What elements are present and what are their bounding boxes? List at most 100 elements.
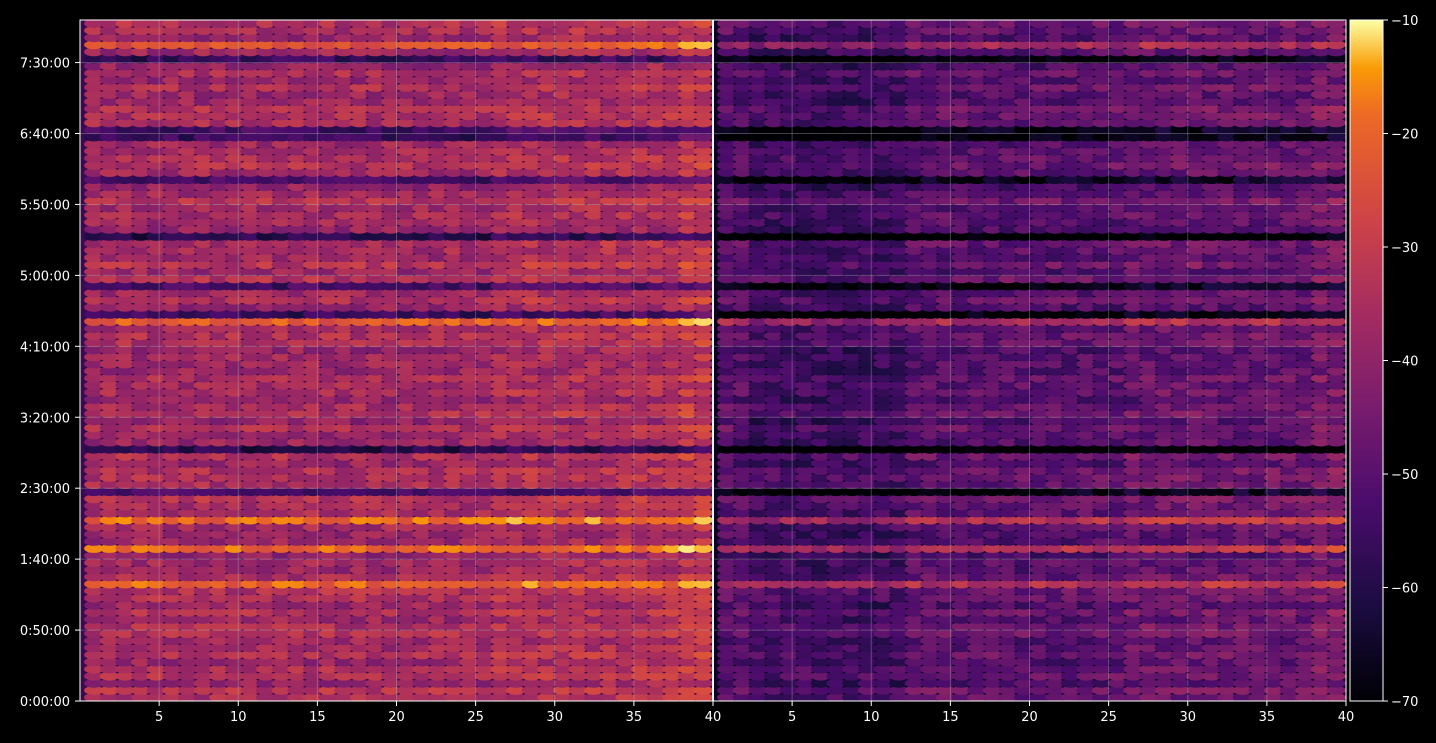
heatmap-cell <box>115 232 135 241</box>
heatmap-cell <box>1279 650 1300 660</box>
heatmap-cell <box>427 210 448 220</box>
heatmap-cell <box>677 622 698 631</box>
heatmap-cell <box>998 615 1018 624</box>
heatmap-cell <box>365 671 385 681</box>
heatmap-cell <box>521 203 541 213</box>
heatmap-cell <box>193 331 213 341</box>
heatmap-cell <box>459 565 479 575</box>
heatmap-cell <box>318 671 338 681</box>
heatmap-cell <box>302 118 323 128</box>
heatmap-cell <box>1092 650 1112 660</box>
heatmap-cell <box>396 217 416 227</box>
heatmap-cell <box>646 607 666 617</box>
heatmap-cell <box>365 33 385 43</box>
heatmap-cell <box>568 529 588 539</box>
heatmap-cell <box>443 210 463 220</box>
heatmap-cell <box>459 345 479 355</box>
heatmap-cell <box>427 161 448 170</box>
heatmap-cell <box>271 409 291 419</box>
heatmap-cell <box>427 388 448 397</box>
heatmap-cell <box>177 501 198 511</box>
heatmap-cell <box>443 558 463 568</box>
heatmap-cell <box>443 678 463 688</box>
heatmap-cell <box>224 196 245 206</box>
heatmap-cell <box>396 650 416 660</box>
heatmap-cell <box>935 622 956 631</box>
heatmap-cell <box>662 650 682 660</box>
heatmap-cell <box>631 459 651 468</box>
heatmap-cell <box>982 643 1003 653</box>
heatmap-cell <box>177 459 198 468</box>
heatmap-cell <box>84 132 104 142</box>
heatmap-cell <box>131 501 151 511</box>
heatmap-cell <box>646 267 666 277</box>
heatmap-cell <box>412 444 432 454</box>
heatmap-cell <box>646 153 666 163</box>
heatmap-cell <box>240 253 260 262</box>
heatmap-cell <box>842 664 862 674</box>
heatmap-cell <box>412 558 432 568</box>
heatmap-cell <box>568 380 588 390</box>
heatmap-cell <box>537 459 557 468</box>
heatmap-cell <box>490 650 510 660</box>
heatmap-cell <box>193 253 213 262</box>
heatmap-cell <box>474 68 495 78</box>
heatmap-cell <box>474 295 495 305</box>
heatmap-cell <box>552 239 573 248</box>
heatmap-cell <box>459 175 479 185</box>
heatmap-cell <box>615 153 635 163</box>
heatmap-cell <box>240 217 260 227</box>
heatmap-cell <box>427 473 448 482</box>
heatmap-cell <box>287 274 307 284</box>
heatmap-cell <box>240 281 260 291</box>
heatmap-cell <box>131 345 151 355</box>
heatmap-cell <box>396 579 416 589</box>
heatmap-cell <box>131 615 151 624</box>
heatmap-cell <box>177 182 198 192</box>
heatmap-cell <box>584 686 604 695</box>
heatmap-cell <box>115 522 135 532</box>
heatmap-cell <box>162 232 182 241</box>
heatmap-cell <box>615 487 635 497</box>
heatmap-cell <box>599 600 620 610</box>
heatmap-cell <box>568 686 588 695</box>
heatmap-cell <box>318 338 338 348</box>
heatmap-cell <box>935 671 956 681</box>
heatmap-cell <box>1185 615 1206 624</box>
heatmap-cell <box>490 302 510 312</box>
heatmap-cell <box>506 217 526 227</box>
heatmap-cell <box>287 565 307 575</box>
heatmap-cell <box>318 551 338 560</box>
heatmap-cell <box>287 615 307 624</box>
heatmap-cell <box>349 224 370 234</box>
heatmap-cell <box>521 529 541 539</box>
heatmap-cell <box>99 657 120 667</box>
heatmap-cell <box>177 572 198 582</box>
heatmap-cell <box>209 537 229 546</box>
heatmap-cell <box>779 686 799 695</box>
heatmap-panel-2 <box>713 20 1346 701</box>
heatmap-cell <box>1201 693 1221 701</box>
heatmap-cell <box>951 643 971 653</box>
heatmap-cell <box>177 366 198 376</box>
heatmap-cell <box>302 423 323 433</box>
heatmap-cell <box>84 515 104 525</box>
heatmap-cell <box>256 20 276 28</box>
heatmap-cell <box>662 267 682 277</box>
heatmap-cell <box>334 678 354 688</box>
heatmap-cell <box>427 402 448 411</box>
heatmap-cell <box>568 466 588 475</box>
heatmap-cell <box>146 281 166 291</box>
heatmap-cell <box>677 352 698 362</box>
heatmap-cell <box>568 54 588 64</box>
heatmap-cell <box>256 459 276 468</box>
heatmap-cell <box>256 444 276 454</box>
heatmap-cell <box>209 33 229 43</box>
heatmap-cell <box>193 693 213 701</box>
heatmap-cell <box>1279 657 1300 667</box>
heatmap-cell <box>443 40 463 50</box>
heatmap-cell <box>396 20 416 28</box>
heatmap-cell <box>443 572 463 582</box>
heatmap-cell <box>162 423 182 433</box>
heatmap-cell <box>537 544 557 553</box>
